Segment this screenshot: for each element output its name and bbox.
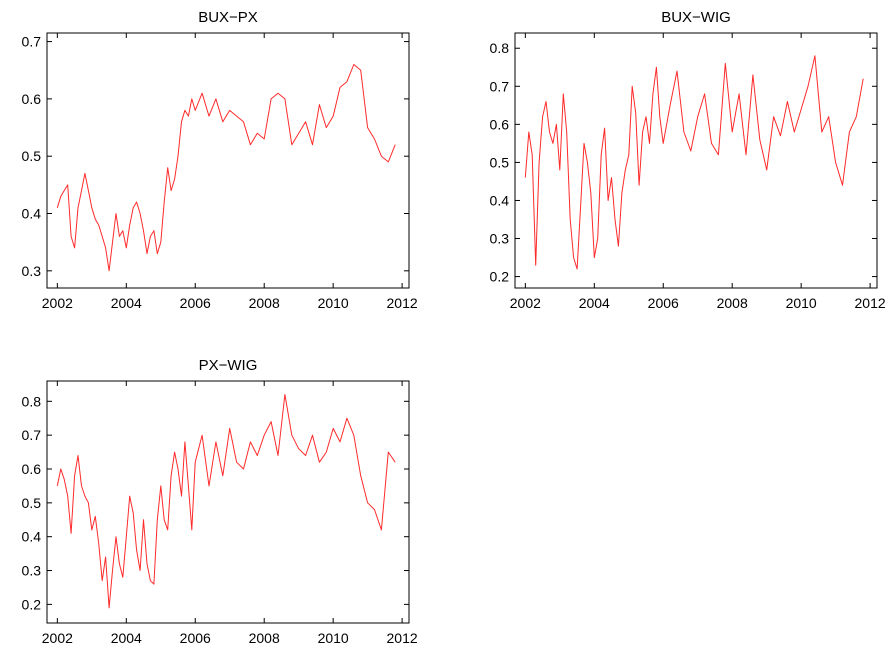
x-tick-label: 2008 bbox=[249, 295, 280, 311]
y-tick-label: 0.5 bbox=[490, 154, 510, 170]
x-tick-label: 2012 bbox=[387, 630, 418, 646]
y-tick-label: 0.8 bbox=[22, 393, 42, 409]
plot-area bbox=[46, 380, 410, 624]
chart-panel-px-wig: PX−WIG 2002 2004 2006 2008 2010 2012 0.2 0.3 0.4… bbox=[22, 357, 418, 646]
chart-title: BUX−WIG bbox=[661, 9, 731, 26]
x-tick-label: 2008 bbox=[717, 295, 748, 311]
y-tick-label: 0.4 bbox=[22, 206, 42, 222]
x-tick-label: 2002 bbox=[42, 295, 73, 311]
x-tick-label: 2012 bbox=[855, 295, 886, 311]
plot-area bbox=[514, 32, 878, 289]
y-tick-label: 0.7 bbox=[22, 427, 42, 443]
chart-panel-bux-px: BUX−PX 2002 2004 2006 2008 2010 2012 0.3 0.4 0.5… bbox=[22, 9, 418, 311]
series-line bbox=[524, 55, 864, 270]
y-tick-label: 0.5 bbox=[22, 148, 42, 164]
chart-title: BUX−PX bbox=[198, 9, 258, 26]
x-tick-label: 2012 bbox=[387, 295, 418, 311]
x-tick-label: 2010 bbox=[786, 295, 817, 311]
y-tick-label: 0.6 bbox=[22, 461, 42, 477]
y-tick-label: 0.6 bbox=[22, 91, 42, 107]
chart-panel-bux-wig: BUX−WIG 2002 2004 2006 2008 2010 2012 0.2 0.3 0.… bbox=[490, 9, 886, 311]
x-tick-label: 2008 bbox=[249, 630, 280, 646]
y-tick-label: 0.7 bbox=[490, 78, 510, 94]
plot-area bbox=[46, 32, 410, 289]
y-tick-label: 0.6 bbox=[490, 116, 510, 132]
y-tick-label: 0.2 bbox=[22, 596, 42, 612]
x-tick-label: 2004 bbox=[111, 630, 142, 646]
y-tick-label: 0.4 bbox=[490, 192, 510, 208]
y-tick-label: 0.3 bbox=[22, 263, 42, 279]
x-tick-label: 2010 bbox=[318, 630, 349, 646]
y-tick-label: 0.3 bbox=[490, 231, 510, 247]
y-tick-label: 0.7 bbox=[22, 34, 42, 50]
x-tick-label: 2002 bbox=[42, 630, 73, 646]
series-line bbox=[56, 64, 396, 272]
y-tick-label: 0.5 bbox=[22, 495, 42, 511]
x-tick-label: 2002 bbox=[510, 295, 541, 311]
y-tick-label: 0.8 bbox=[490, 40, 510, 56]
chart-title: PX−WIG bbox=[199, 357, 258, 374]
x-tick-label: 2010 bbox=[318, 295, 349, 311]
x-tick-label: 2006 bbox=[648, 295, 679, 311]
x-tick-label: 2006 bbox=[180, 295, 211, 311]
x-tick-label: 2004 bbox=[111, 295, 142, 311]
x-tick-label: 2004 bbox=[579, 295, 610, 311]
y-tick-label: 0.3 bbox=[22, 563, 42, 579]
x-tick-label: 2006 bbox=[180, 630, 211, 646]
y-tick-label: 0.4 bbox=[22, 529, 42, 545]
y-tick-label: 0.2 bbox=[490, 269, 510, 285]
series-line bbox=[56, 394, 396, 609]
